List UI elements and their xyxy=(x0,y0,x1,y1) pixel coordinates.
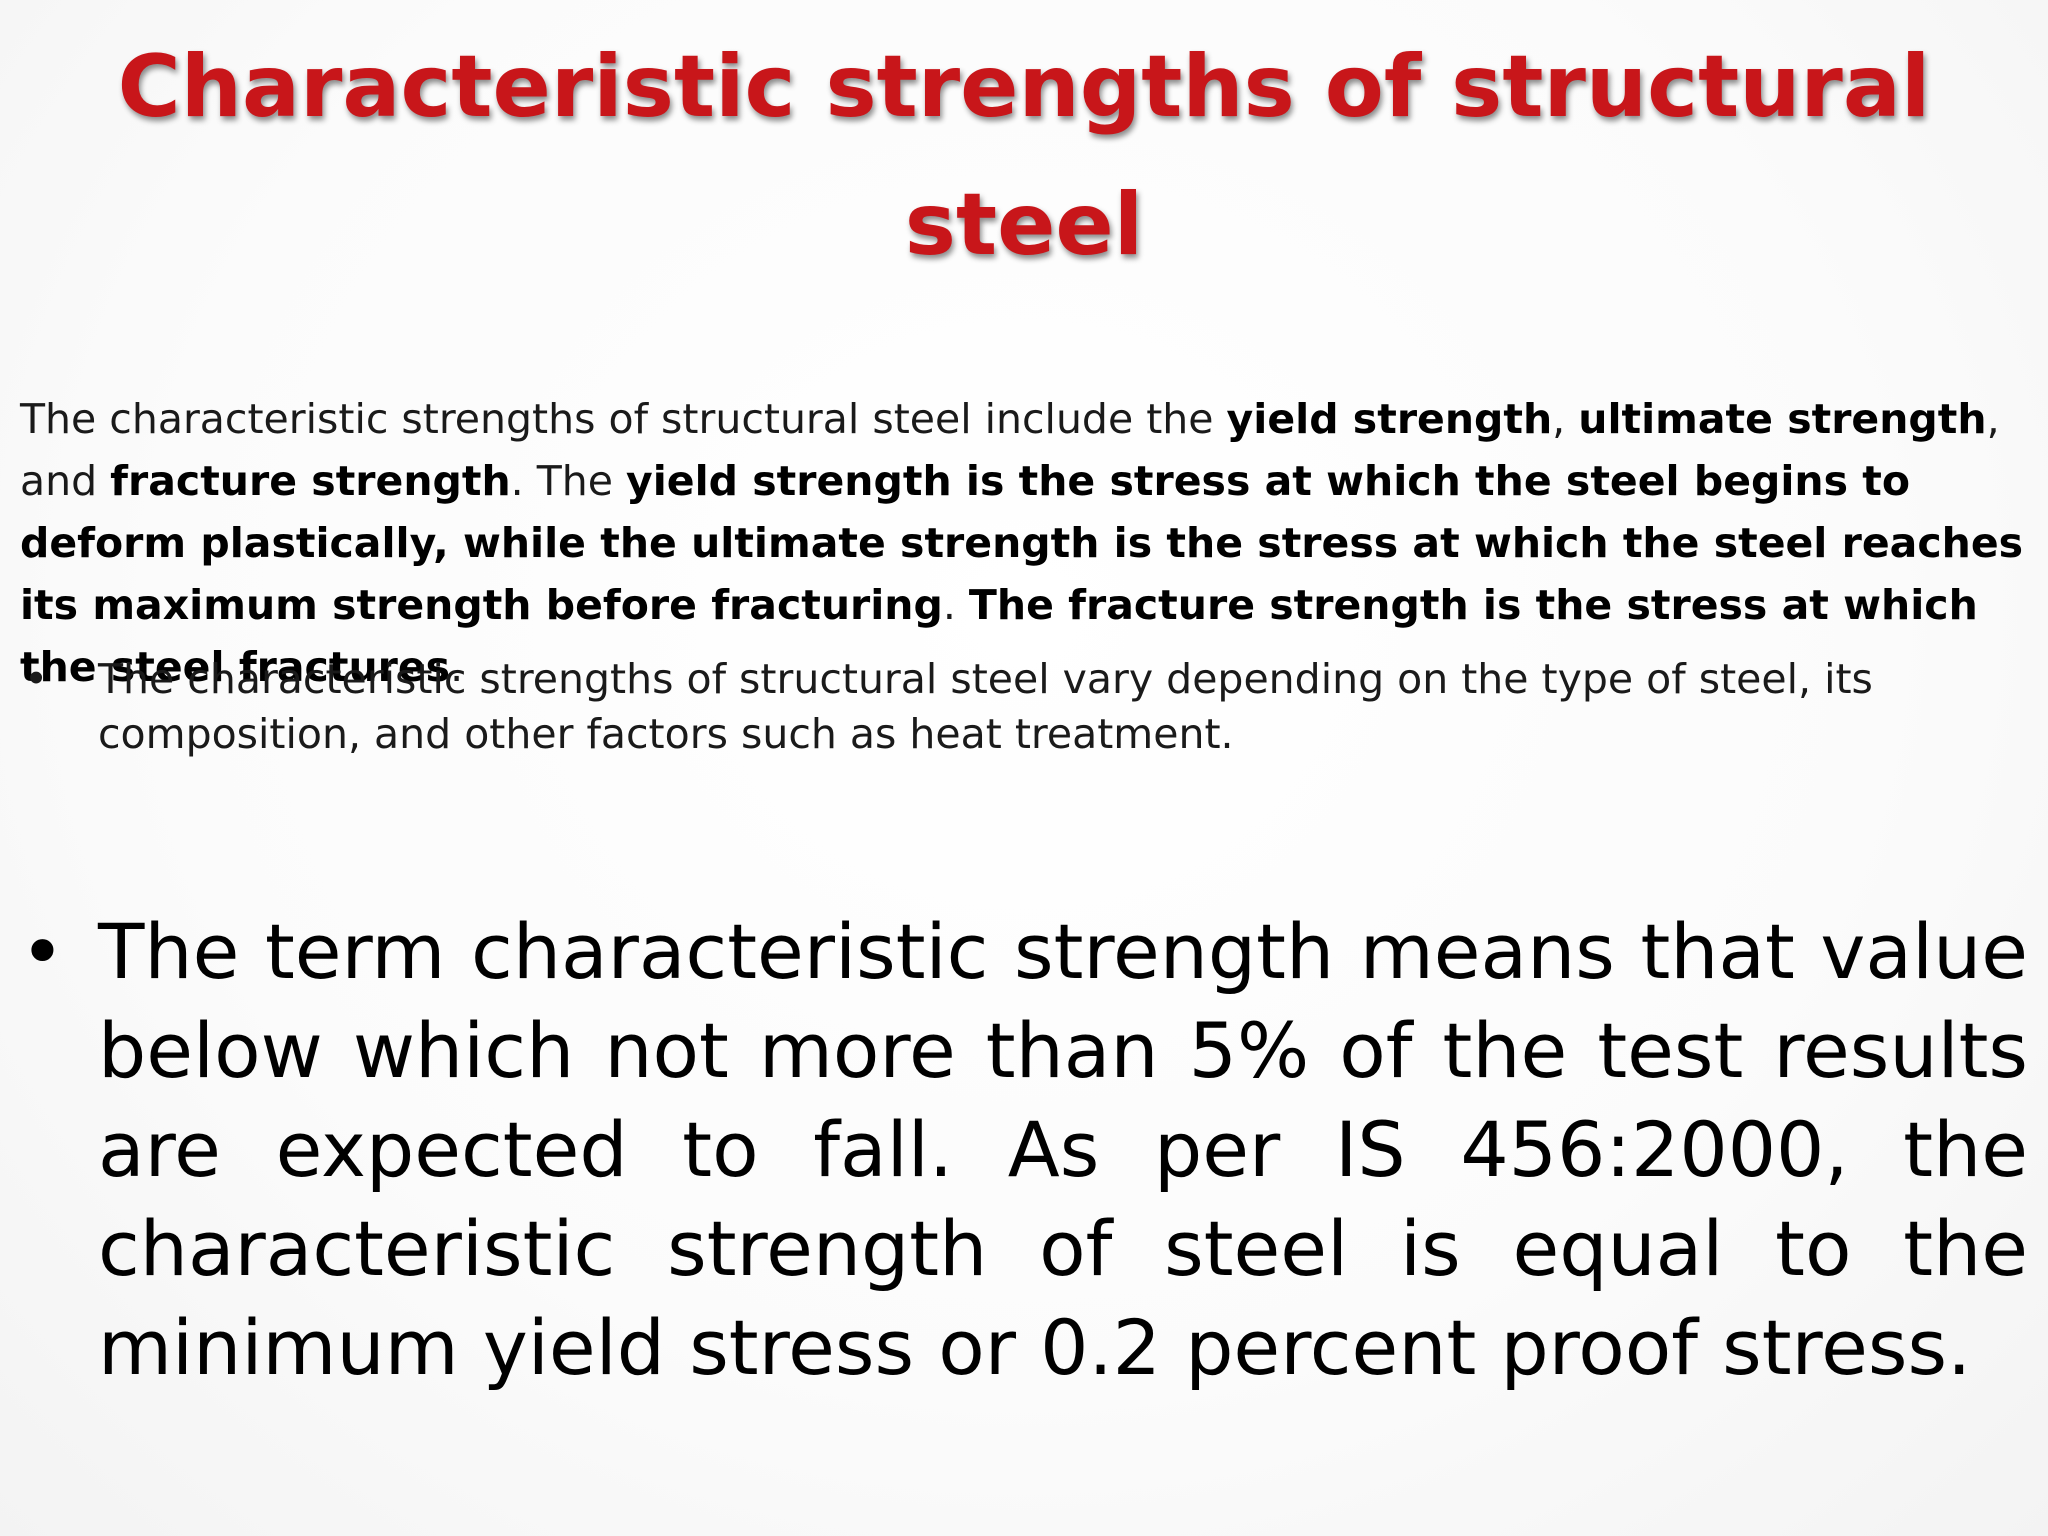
paragraph-text: , xyxy=(1552,395,1579,443)
paragraph-bold: yield strength is the stress at which th… xyxy=(20,457,2024,629)
paragraph-text: . xyxy=(450,643,464,691)
bullet-text: The characteristic strengths of structur… xyxy=(98,655,1873,758)
paragraph-text: , and xyxy=(20,395,2000,505)
paragraph-bold: yield strength xyxy=(1226,395,1553,443)
paragraph-bold: fracture strength xyxy=(110,457,511,505)
paragraph-bold: The fracture strength is the stress at w… xyxy=(20,581,1978,691)
intro-paragraph: The characteristic strengths of structur… xyxy=(20,388,2030,698)
bullet-item-definition: • The term characteristic strength means… xyxy=(20,902,2028,1397)
bullet-item-variation: • The characteristic strengths of struct… xyxy=(20,652,2010,762)
bullet-marker: • xyxy=(24,655,49,703)
bullet-marker: • xyxy=(20,907,65,996)
paragraph-text: The characteristic strengths of structur… xyxy=(20,395,1227,443)
paragraph-bold: ultimate strength xyxy=(1578,395,1987,443)
paragraph-text: . The xyxy=(510,457,627,505)
slide-title: Characteristic strengths of structural s… xyxy=(117,37,1931,275)
bullet-text: The term characteristic strength means t… xyxy=(98,907,2028,1392)
paragraph-text: . xyxy=(942,581,969,629)
